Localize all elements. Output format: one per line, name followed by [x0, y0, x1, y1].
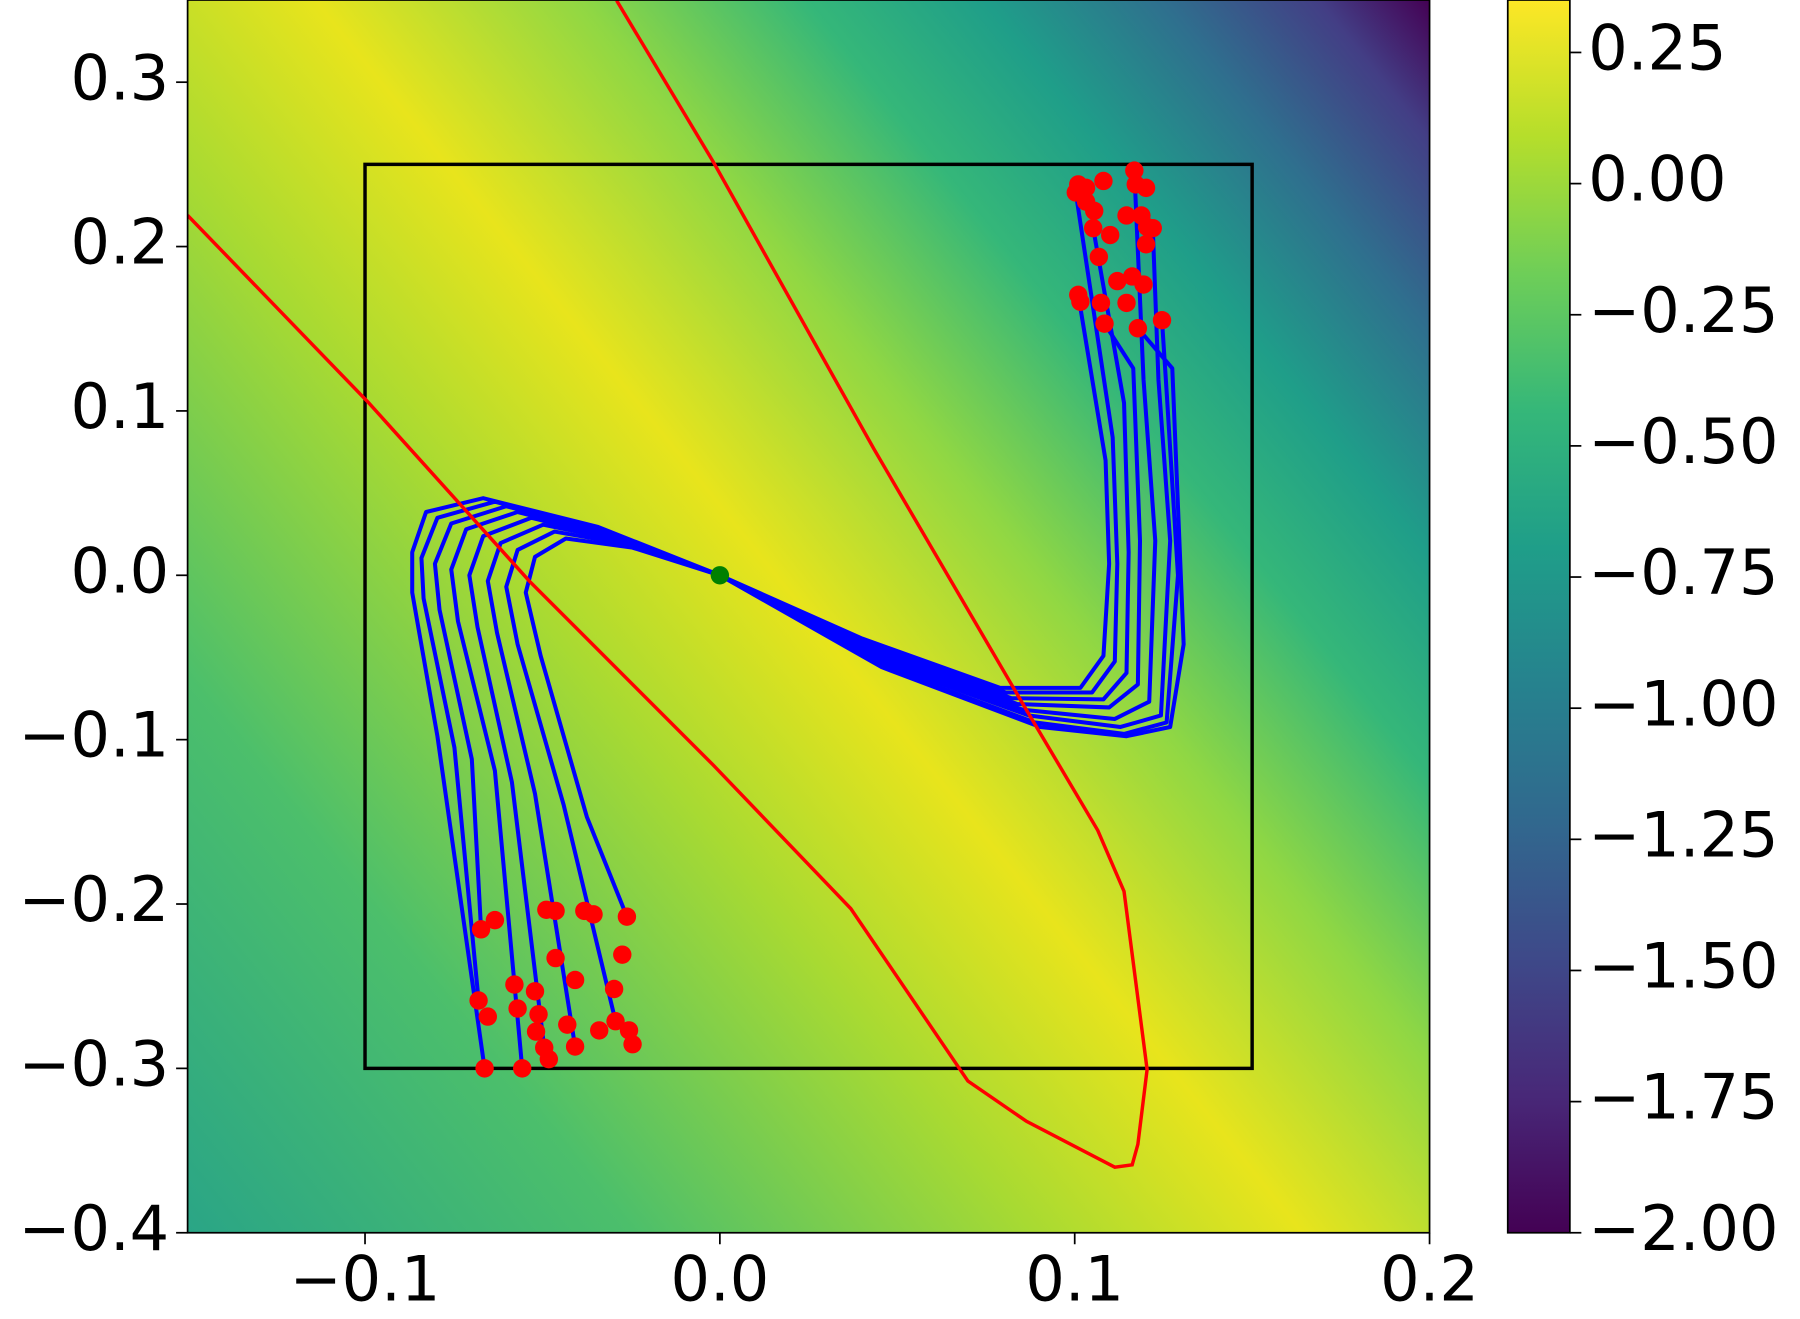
constraint-boundary	[187, 0, 1149, 1169]
trajectory	[504, 529, 721, 1022]
endpoint	[606, 1012, 625, 1031]
endpoint	[1136, 178, 1156, 198]
endpoint	[471, 920, 491, 939]
trajectory	[432, 504, 721, 930]
y-tick-label: 0.0	[70, 534, 169, 607]
endpoint	[1143, 218, 1162, 238]
x-tick-label: 0.0	[671, 1242, 770, 1315]
endpoint	[1094, 171, 1113, 191]
trajectory	[719, 294, 1112, 690]
y-tick-label: 0.2	[70, 206, 169, 279]
endpoint	[1117, 293, 1136, 313]
endpoint	[513, 1059, 532, 1078]
y-tick-label: −0.4	[18, 1192, 169, 1265]
endpoint	[1128, 319, 1148, 338]
endpoint	[1083, 218, 1103, 238]
endpoint	[1071, 292, 1090, 311]
y-tick-label: −0.2	[18, 863, 169, 936]
endpoint	[619, 1021, 639, 1040]
endpoint	[1089, 247, 1109, 267]
colorbar-tick-label: −1.25	[1588, 798, 1778, 871]
endpoint	[475, 1059, 494, 1078]
colorbar-tick-label: −0.25	[1588, 274, 1778, 347]
endpoint	[1134, 275, 1153, 294]
endpoint	[1152, 310, 1172, 330]
endpoint	[565, 970, 585, 990]
trajectory	[718, 170, 1158, 721]
endpoint	[546, 948, 565, 968]
endpoint	[469, 991, 488, 1010]
endpoint	[604, 979, 624, 999]
endpoint	[590, 1021, 609, 1040]
plot-area	[187, 0, 1254, 1169]
endpoint	[584, 905, 603, 924]
trajectory	[719, 192, 1120, 695]
endpoint	[1108, 271, 1127, 291]
endpoint	[1095, 314, 1114, 333]
colorbar-tick-label: 0.25	[1588, 12, 1726, 85]
y-tick-label: −0.1	[18, 699, 169, 772]
endpoint	[1136, 235, 1156, 254]
endpoint	[558, 1015, 577, 1034]
trajectory	[718, 227, 1131, 702]
trajectory	[523, 536, 721, 918]
colorbar-tick-label: −2.00	[1588, 1192, 1778, 1265]
endpoint	[505, 975, 524, 994]
trajectory	[718, 322, 1143, 710]
trajectory	[718, 228, 1173, 730]
endpoint	[546, 901, 565, 921]
feasible-box	[363, 162, 1254, 1071]
x-tick-label: 0.1	[1025, 1242, 1124, 1315]
colorbar-tick-label: −1.00	[1588, 667, 1778, 740]
trajectory	[485, 522, 721, 1047]
x-tick-label: −0.1	[290, 1242, 441, 1315]
endpoint	[613, 945, 632, 964]
colorbar-tick-label: 0.00	[1588, 143, 1726, 216]
colorbar-tick-label: −1.75	[1588, 1061, 1778, 1134]
endpoint	[525, 982, 545, 1001]
colorbar-tick-label: −0.75	[1588, 536, 1778, 609]
trajectory	[718, 326, 1186, 739]
endpoint	[478, 1007, 497, 1026]
plot-frame	[186, 0, 1431, 1234]
endpoint	[529, 1005, 548, 1024]
x-tick-label: 0.2	[1380, 1242, 1479, 1315]
colorbar-tick-label: −1.50	[1588, 930, 1778, 1003]
colorbar	[1506, 0, 1571, 1234]
y-tick-label: 0.3	[70, 41, 169, 114]
endpoint	[526, 1022, 546, 1041]
endpoint	[1100, 225, 1120, 245]
endpoint	[565, 1037, 585, 1056]
endpoint	[1125, 161, 1144, 180]
endpoint	[623, 1035, 642, 1054]
endpoint	[1085, 201, 1104, 221]
y-tick-label: −0.3	[18, 1027, 169, 1100]
y-tick-label: 0.1	[70, 370, 169, 443]
endpoint	[1091, 293, 1111, 313]
endpoint	[539, 1049, 559, 1069]
endpoint	[485, 910, 505, 930]
endpoint	[1117, 206, 1136, 225]
colorbar-tick-label: −0.50	[1588, 405, 1778, 478]
endpoint	[508, 999, 527, 1018]
endpoint	[617, 907, 637, 926]
origin-point	[710, 566, 730, 585]
